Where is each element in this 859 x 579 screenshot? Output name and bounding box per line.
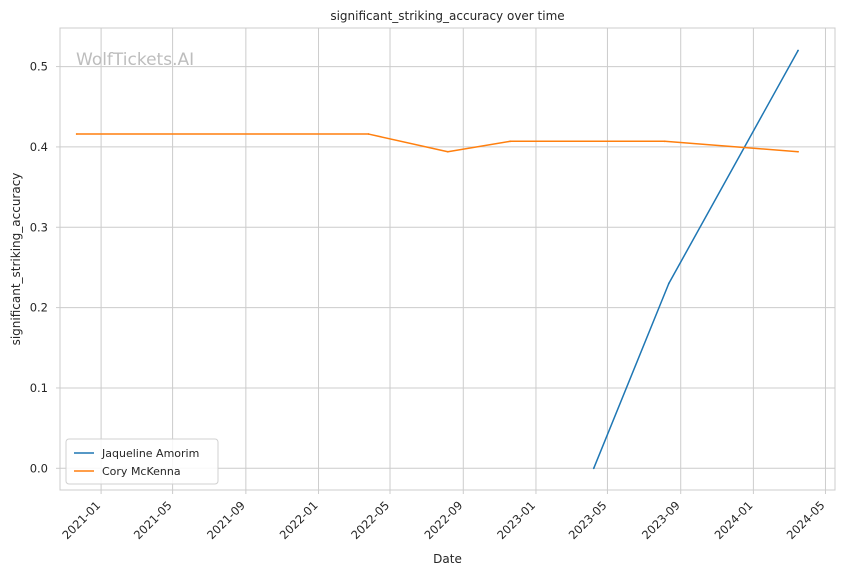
data-point-cory-mckenna-1 (367, 133, 370, 135)
data-point-jaqueline-amorim-0 (592, 467, 595, 470)
data-point-jaqueline-amorim-2 (797, 49, 799, 52)
data-point-cory-mckenna-0 (75, 133, 78, 135)
plot-frame (59, 27, 836, 491)
series-line-cory-mckenna (76, 133, 799, 153)
gridlines (60, 28, 835, 490)
data-point-cory-mckenna-2 (446, 150, 449, 153)
y-tick-label-0.4: 0.4 (30, 140, 48, 154)
x-tick-label-2021-05: 2021-05 (131, 498, 175, 542)
y-tick-label-0.3: 0.3 (30, 220, 48, 234)
x-tick-label-2023-01: 2023-01 (494, 498, 538, 542)
data-point-jaqueline-amorim-1 (667, 282, 670, 285)
x-tick-label-2021-01: 2021-01 (59, 498, 103, 542)
y-axis-title: significant_striking_accuracy (9, 173, 23, 346)
legend: Jaqueline Amorim Cory McKenna (65, 438, 219, 485)
y-axis-ticks: 0.0 0.1 0.2 0.3 0.4 0.5 (30, 60, 60, 475)
x-tick-label-2021-09: 2021-09 (204, 498, 248, 542)
watermark-text: WolfTickets.AI (76, 50, 194, 70)
legend-label-jaqueline-amorim: Jaqueline Amorim (101, 447, 199, 460)
chart-title: significant_striking_accuracy over time (330, 9, 564, 23)
series-lines (75, 49, 799, 470)
x-tick-label-2022-05: 2022-05 (348, 498, 392, 542)
data-point-cory-mckenna-5 (797, 150, 799, 153)
y-tick-label-0.5: 0.5 (30, 60, 48, 74)
legend-label-cory-mckenna: Cory McKenna (102, 465, 181, 478)
legend-box (65, 438, 219, 485)
series-line-jaqueline-amorim (593, 50, 799, 469)
x-tick-label-2023-09: 2023-09 (639, 498, 683, 542)
data-point-cory-mckenna-4 (663, 140, 666, 143)
x-axis-title: Date (433, 552, 462, 566)
data-point-cory-mckenna-3 (509, 140, 512, 143)
x-tick-label-2024-01: 2024-01 (712, 498, 756, 542)
x-tick-label-2022-09: 2022-09 (422, 498, 466, 542)
x-axis-ticks: 2021-01 2021-05 2021-09 2022-01 2022-05 2022-… (59, 490, 828, 542)
y-tick-label-0.2: 0.2 (30, 301, 48, 315)
x-tick-label-2024-05: 2024-05 (784, 498, 828, 542)
y-tick-label-0.1: 0.1 (30, 381, 48, 395)
y-tick-label-0.0: 0.0 (30, 461, 48, 475)
x-tick-label-2023-05: 2023-05 (566, 498, 610, 542)
x-tick-label-2022-01: 2022-01 (277, 498, 321, 542)
